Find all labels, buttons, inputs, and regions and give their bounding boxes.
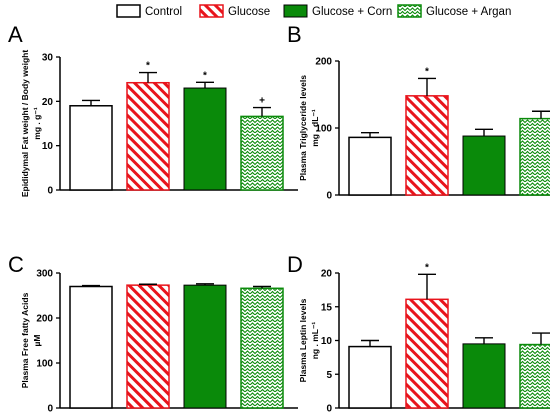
- bar-glucose-corn: [462, 343, 506, 409]
- bar-glucose-corn: [183, 87, 227, 191]
- y-axis-label: Plasma Triglyceride levels: [298, 75, 308, 181]
- y-axis-label: Epididymal Fat weight / Body weight: [20, 50, 30, 198]
- y-axis-label: Plasma Leptin levels: [298, 298, 308, 382]
- bar-glucose-argan: [519, 117, 550, 196]
- bar-control: [69, 285, 113, 409]
- y-axis-unit: ng . mL⁻¹: [310, 322, 320, 360]
- legend-label-control: Control: [145, 6, 182, 18]
- legend-item-control: Control: [116, 4, 182, 18]
- y-tick-label: 5: [326, 370, 332, 381]
- bar-control: [348, 345, 392, 409]
- y-axis-unit: mg . dL⁻¹: [310, 109, 320, 147]
- y-tick-label: 20: [321, 269, 333, 280]
- significance-mark: *: [425, 66, 429, 77]
- panel-letter: D: [287, 252, 303, 277]
- panel-letter: B: [287, 22, 302, 47]
- y-tick-label: 15: [321, 302, 333, 313]
- significance-mark: *: [146, 61, 150, 72]
- panel-letter: C: [8, 252, 24, 277]
- y-tick-label: 200: [315, 57, 332, 68]
- legend-label-glucose-corn: Glucose + Corn: [312, 6, 392, 18]
- y-tick-label: 20: [42, 97, 54, 108]
- legend-swatch-glucose-argan: [397, 4, 422, 18]
- panel-c: C 0 100 200 300 Plasma Free fatty Acids µM: [8, 252, 298, 415]
- legend-swatch-glucose: [199, 4, 224, 18]
- y-tick-label: 300: [36, 269, 53, 280]
- legend-label-glucose-argan: Glucose + Argan: [426, 6, 511, 18]
- bar-control: [348, 136, 392, 196]
- significance-mark: *: [203, 70, 207, 81]
- bar-glucose: [126, 284, 170, 409]
- legend-swatch-glucose-corn: [283, 4, 308, 18]
- legend-item-glucose-argan: Glucose + Argan: [397, 4, 511, 18]
- y-tick-label: 0: [326, 404, 332, 415]
- y-axis-label: Plasma Free fatty Acids: [20, 292, 30, 388]
- bar-glucose-argan: [519, 343, 550, 409]
- y-tick-label: 10: [321, 336, 333, 347]
- bar-glucose: [405, 298, 449, 409]
- significance-mark: *: [425, 262, 429, 273]
- y-tick-label: 0: [47, 404, 53, 415]
- y-tick-label: 30: [42, 53, 54, 64]
- panel-letter: A: [8, 22, 23, 47]
- y-tick-label: 0: [47, 186, 53, 197]
- panel-b: B 0 100 200 Plasma Triglyceride levels mg . d…: [287, 22, 550, 202]
- y-axis-unit: µM: [32, 335, 42, 347]
- significance-mark: +: [259, 96, 265, 107]
- bar-glucose-corn: [462, 135, 506, 196]
- panel-d: D 0 5 10 15 20 Plasma Leptin levels ng . mL⁻¹ *: [287, 252, 550, 415]
- bar-glucose: [405, 95, 449, 196]
- y-tick-label: 100: [315, 124, 332, 135]
- y-tick-label: 0: [326, 191, 332, 202]
- y-axis-unit: mg . g⁻¹: [32, 107, 42, 140]
- bar-glucose-argan: [240, 115, 284, 191]
- panels: A 0 10 20 30 Epididymal Fat weight / Body wei…: [8, 22, 550, 415]
- legend: Control Glucose Glucose + Corn Glucose +…: [116, 4, 511, 18]
- bar-control: [69, 105, 113, 191]
- bar-glucose: [126, 81, 170, 191]
- bar-glucose-corn: [183, 284, 227, 409]
- y-tick-label: 100: [36, 359, 53, 370]
- y-tick-label: 200: [36, 314, 53, 325]
- y-tick-label: 10: [42, 141, 54, 152]
- panel-a: A 0 10 20 30 Epididymal Fat weight / Body wei…: [8, 22, 298, 197]
- bar-glucose-argan: [240, 287, 284, 409]
- legend-swatch-control: [116, 4, 141, 18]
- legend-label-glucose: Glucose: [228, 6, 270, 18]
- legend-item-glucose-corn: Glucose + Corn: [283, 4, 392, 18]
- legend-item-glucose: Glucose: [199, 4, 270, 18]
